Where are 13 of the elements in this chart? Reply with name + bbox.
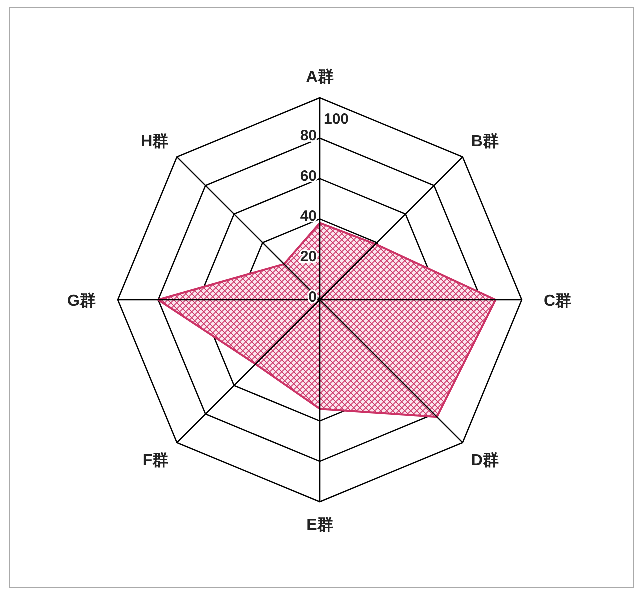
y-tick-label: 40 [300, 208, 317, 226]
y-tick-label: 0 [308, 289, 317, 306]
y-tick-label: 80 [300, 127, 317, 144]
spoke-label: F群 [142, 451, 169, 470]
spoke-label: H群 [141, 132, 169, 151]
y-tick-label: 100 [324, 111, 350, 128]
spoke-label: B群 [471, 132, 499, 151]
spoke-label: C群 [544, 292, 572, 310]
y-tick-label: 60 [300, 168, 317, 185]
spoke-label: D群 [471, 451, 499, 470]
spoke-label: E群 [306, 516, 334, 534]
spoke-label: G群 [68, 292, 96, 310]
spoke-label: A群 [306, 68, 334, 86]
